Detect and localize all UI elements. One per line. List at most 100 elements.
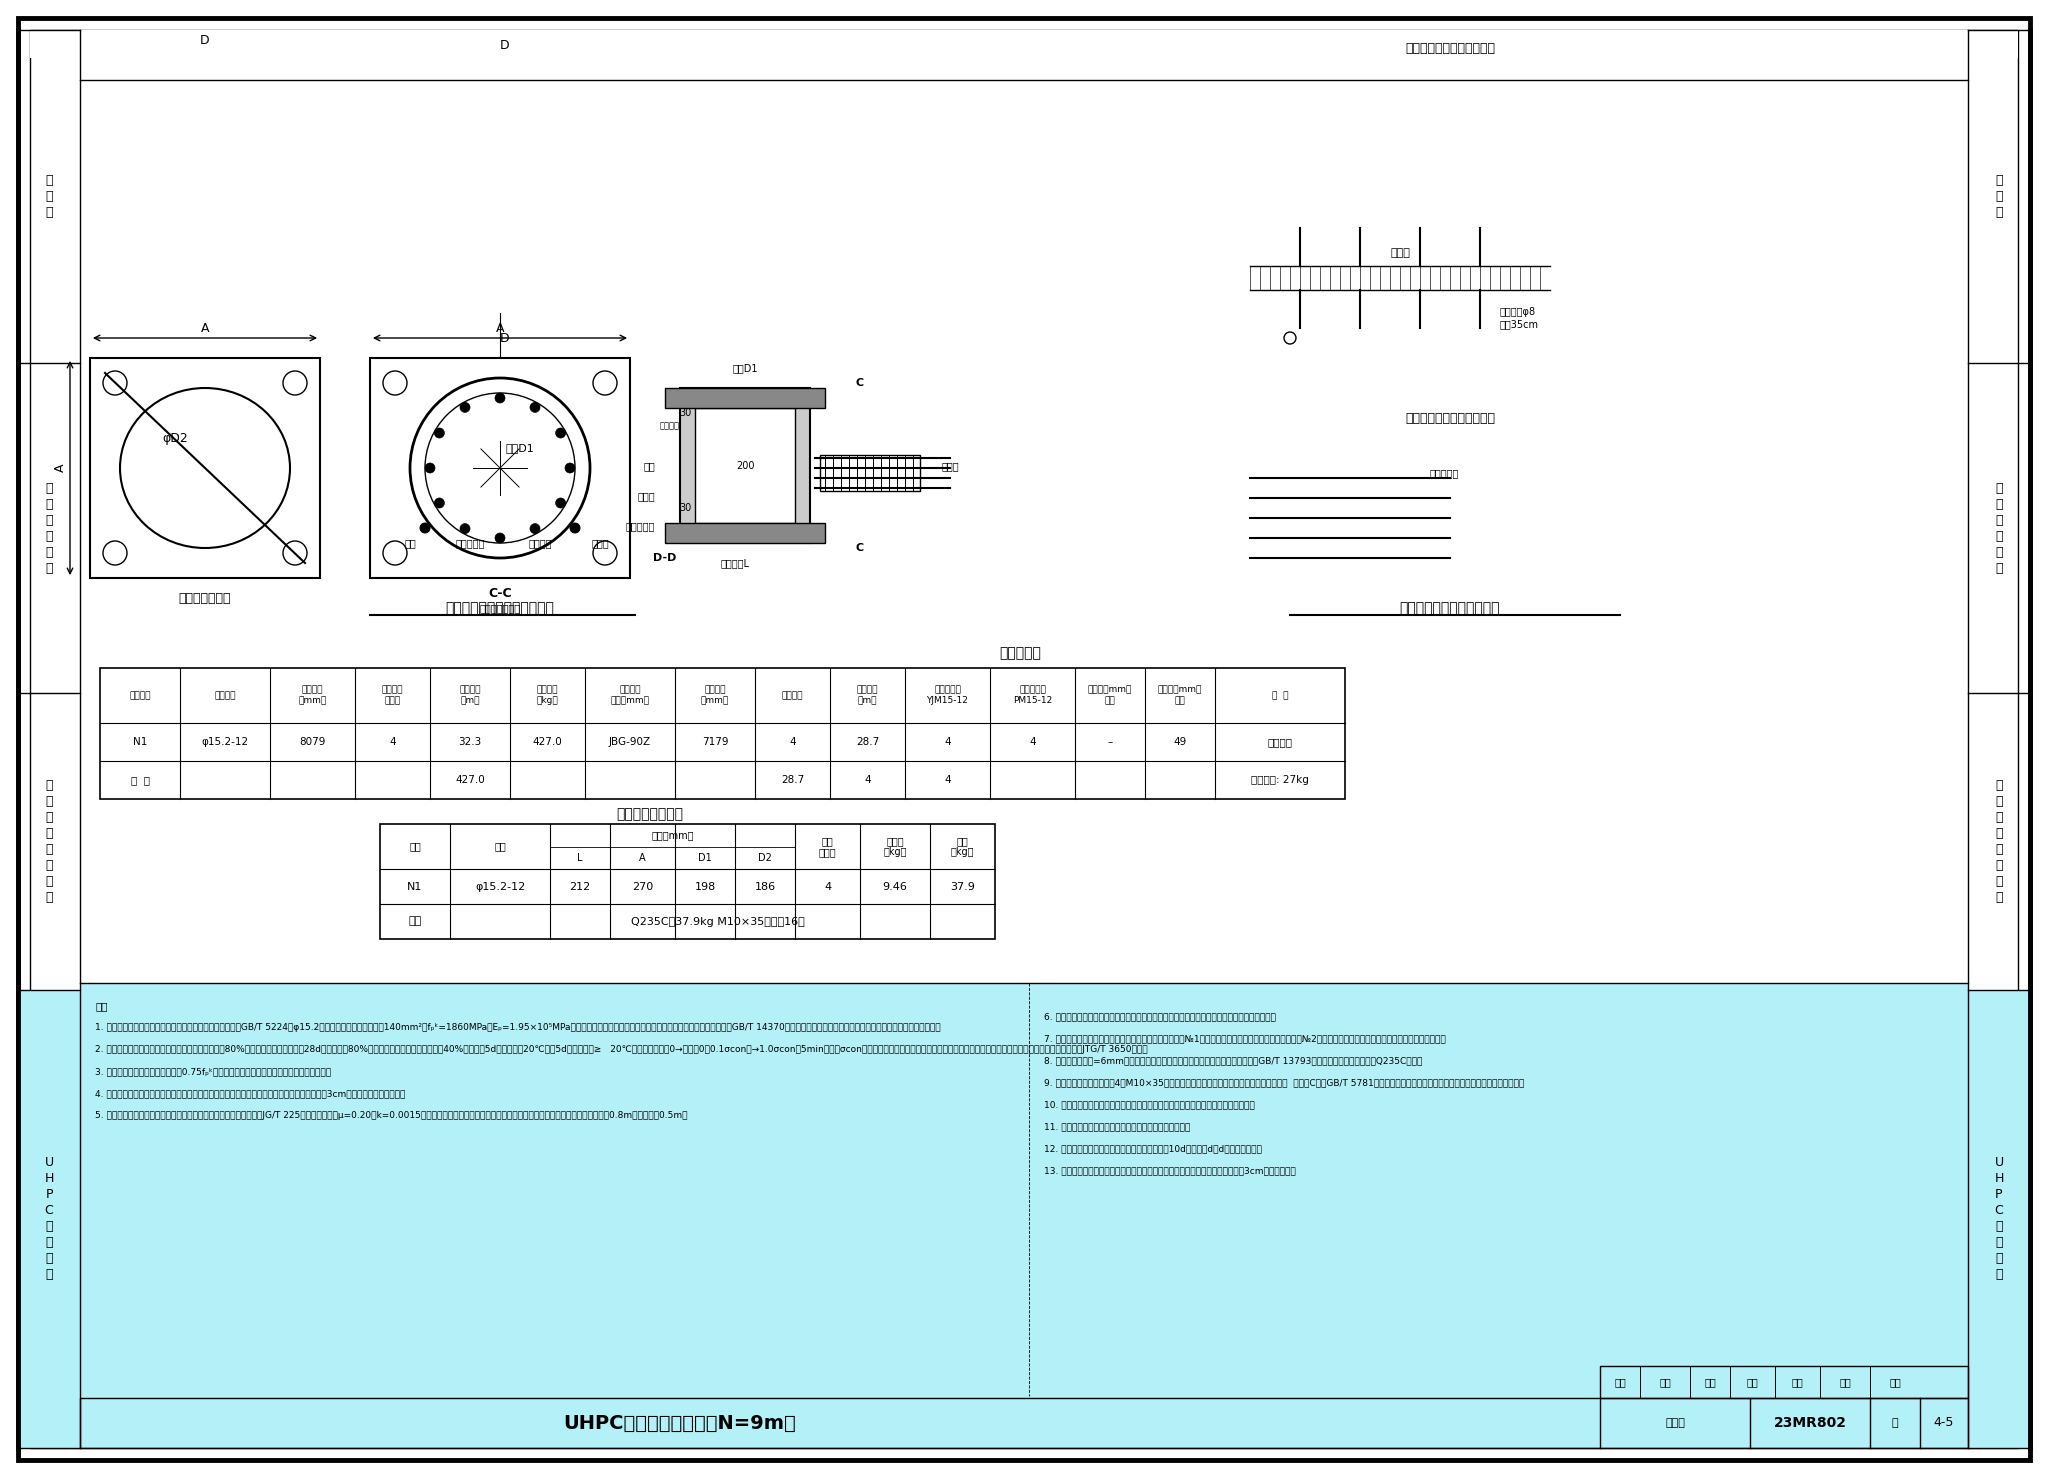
- Text: 单件重
（kg）: 单件重 （kg）: [883, 835, 907, 857]
- Text: 校对: 校对: [1704, 1377, 1716, 1386]
- Text: 4: 4: [944, 774, 950, 785]
- Text: 186: 186: [754, 881, 776, 891]
- Circle shape: [461, 402, 469, 412]
- Text: 30: 30: [678, 503, 690, 513]
- Text: 型号: 型号: [494, 841, 506, 851]
- Circle shape: [434, 498, 444, 508]
- Text: D: D: [500, 38, 510, 52]
- Text: 黄虹: 黄虹: [1659, 1377, 1671, 1386]
- Text: A: A: [639, 853, 645, 863]
- Text: U
H
P
C
连
接
桥
墩: U H P C 连 接 桥 墩: [45, 1156, 53, 1281]
- Text: 套
筒
连
接
桥
墩: 套 筒 连 接 桥 墩: [1995, 482, 2003, 575]
- Text: 4: 4: [1030, 738, 1036, 746]
- Text: 钢束数量
（束）: 钢束数量 （束）: [381, 686, 403, 705]
- Text: 锚具（套）
PM15-12: 锚具（套） PM15-12: [1014, 686, 1053, 705]
- Text: 波
纹
钢
管
连
接
桥
墩: 波 纹 钢 管 连 接 桥 墩: [1995, 779, 2003, 905]
- Text: 引伸量（mm）
右端: 引伸量（mm） 右端: [1157, 686, 1202, 705]
- Text: D-D: D-D: [653, 553, 676, 563]
- Text: 2. 锂应力张拉时：混凝土强度不低于设计强度等级的80%，弹性模量不低于混凝土28d弹性模量的80%，采用混凝土代替弹性模量控制40%不应少于5d（日平均汱20: 2. 锂应力张拉时：混凝土强度不低于设计强度等级的80%，弹性模量不低于混凝土2…: [94, 1045, 1147, 1054]
- Text: L: L: [578, 853, 584, 863]
- Text: D: D: [201, 34, 209, 46]
- Text: 钢束编号: 钢束编号: [129, 692, 152, 701]
- Text: 数量
（个）: 数量 （个）: [819, 835, 836, 857]
- Text: A: A: [201, 322, 209, 334]
- Text: 5. 锂应力管道采用符合现行行业标准《锂应力混凝土用金属波纹管》JG/T 225的金属波纹管（μ=0.20，k=0.0015），锂应力管道布置时，应按规范要求布: 5. 锂应力管道采用符合现行行业标准《锂应力混凝土用金属波纹管》JG/T 225…: [94, 1111, 688, 1120]
- Text: 8079: 8079: [299, 738, 326, 746]
- Text: 锂套筒座板大样: 锂套筒座板大样: [178, 591, 231, 605]
- Text: 9.46: 9.46: [883, 881, 907, 891]
- Text: D2: D2: [758, 853, 772, 863]
- Text: 4: 4: [389, 738, 395, 746]
- Text: 赵鹏: 赵鹏: [1888, 1377, 1901, 1386]
- Text: 主任: 主任: [1792, 1377, 1804, 1386]
- Bar: [90, 358, 319, 578]
- Bar: [381, 825, 995, 939]
- Text: 套
筒
连
接
桥
墩: 套 筒 连 接 桥 墩: [45, 482, 53, 575]
- Text: 与套筒焊接盖梁锢筋大样图: 与套筒焊接盖梁锢筋大样图: [1405, 411, 1495, 424]
- Circle shape: [420, 523, 430, 534]
- Text: 波
纹
钢
管
连
接
桥
墩: 波 纹 钢 管 连 接 桥 墩: [45, 779, 53, 905]
- Text: 结构边线: 结构边线: [659, 421, 680, 430]
- Bar: [819, 455, 920, 491]
- Text: 总重
（kg）: 总重 （kg）: [950, 835, 975, 857]
- Text: 7. 盖梁锢给分两批张拉：在盖梁榔筑完成后，张拉第一批№1锢给线，在小筱桢武装完成后，张拉第二批№2锢给线，同一编号的锢束张拉由中心向两侧依次进行。: 7. 盖梁锢给分两批张拉：在盖梁榔筑完成后，张拉第一批№1锢给线，在小筱桢武装完…: [1044, 1035, 1446, 1043]
- Text: 30: 30: [678, 408, 690, 418]
- Text: 与套筒焊接盖梁锢筋大样图: 与套筒焊接盖梁锢筋大样图: [1399, 602, 1501, 615]
- Bar: [1968, 990, 2030, 1448]
- Text: 4: 4: [944, 738, 950, 746]
- Text: （钢绞线未示）: （钢绞线未示）: [479, 603, 520, 613]
- Text: 10. 套筒与座板间能因加工无法完全密合，可适当调整螺栋位置，但应保证螺栋对齐。: 10. 套筒与座板间能因加工无法完全密合，可适当调整螺栋位置，但应保证螺栋对齐。: [1044, 1100, 1255, 1108]
- Text: 270: 270: [633, 881, 653, 891]
- Text: 编号: 编号: [410, 841, 422, 851]
- Text: 定位钢筋: 27kg: 定位钢筋: 27kg: [1251, 774, 1309, 785]
- Text: 钢束总长
（m）: 钢束总长 （m）: [459, 686, 481, 705]
- Bar: [694, 408, 795, 523]
- Text: 与套筒焊接: 与套筒焊接: [1430, 469, 1460, 477]
- Text: 外径D1: 外径D1: [733, 364, 758, 372]
- Text: 9. 套筒底板与座板之间采用4个M10×35的螺栋连接，螺栋应符合现行国家标准《六角头螺栋  全螺纹C级》GB/T 5781要求，连接前应先在座板上打孔并在套筒: 9. 套筒底板与座板之间采用4个M10×35的螺栋连接，螺栋应符合现行国家标准《…: [1044, 1077, 1524, 1086]
- Text: 深埋锡锁具、套筒及座板构造: 深埋锡锁具、套筒及座板构造: [446, 602, 555, 615]
- Text: C-C: C-C: [487, 587, 512, 600]
- Text: 4: 4: [823, 881, 831, 891]
- Text: 212: 212: [569, 881, 590, 891]
- Text: 螺栓: 螺栓: [643, 461, 655, 471]
- Circle shape: [496, 393, 506, 403]
- Text: 钢束长度
（mm）: 钢束长度 （mm）: [299, 686, 326, 705]
- Text: 注：: 注：: [94, 1001, 106, 1011]
- Text: 套筒长度L: 套筒长度L: [721, 559, 750, 568]
- Text: 32.3: 32.3: [459, 738, 481, 746]
- Text: 钢束总重
（kg）: 钢束总重 （kg）: [537, 686, 559, 705]
- Text: 管道长度
（mm）: 管道长度 （mm）: [700, 686, 729, 705]
- Circle shape: [426, 463, 434, 473]
- Bar: [100, 668, 1346, 800]
- Text: 设计: 设计: [1839, 1377, 1851, 1386]
- Bar: [31, 30, 2017, 58]
- Text: 预应力锢束定位锢筋示意图: 预应力锢束定位锢筋示意图: [1405, 41, 1495, 55]
- Text: 6. 浇筑混凝土时应注意保护锂应力管道畅通，锂应力张拉完后，锂应力管道内应及时真空压浆；: 6. 浇筑混凝土时应注意保护锂应力管道畅通，锂应力张拉完后，锂应力管道内应及时真…: [1044, 1012, 1276, 1021]
- Text: 198: 198: [694, 881, 715, 891]
- Text: 管道总长
（m）: 管道总长 （m）: [856, 686, 879, 705]
- Text: 审核: 审核: [1614, 1377, 1626, 1386]
- Text: 7179: 7179: [702, 738, 729, 746]
- Text: 套筒底板: 套筒底板: [528, 538, 551, 548]
- Text: 小
箱
梁: 小 箱 梁: [1995, 174, 2003, 219]
- Text: 波纹管: 波纹管: [1391, 248, 1409, 259]
- Text: 1. 锂应力锢束采用符合国家标准《锂应力混凝土用锢给线》GB/T 5224的φ15.2级给锢给线，每股公称面积140mm²，fₚᵏ=1860MPa，Eₚ=1.9: 1. 锂应力锢束采用符合国家标准《锂应力混凝土用锢给线》GB/T 5224的φ1…: [94, 1023, 940, 1032]
- Text: 427.0: 427.0: [455, 774, 485, 785]
- Text: 23MR802: 23MR802: [1774, 1416, 1847, 1431]
- Bar: [80, 983, 1968, 1448]
- Circle shape: [555, 498, 565, 508]
- Circle shape: [569, 523, 580, 534]
- Circle shape: [565, 463, 575, 473]
- Text: 参数（mm）: 参数（mm）: [651, 831, 694, 841]
- Text: C: C: [856, 378, 864, 389]
- Text: 11. 浇筑混凝土前应封堵套筒，防止混凝土进入套筒内部；: 11. 浇筑混凝土前应封堵套筒，防止混凝土进入套筒内部；: [1044, 1122, 1190, 1131]
- Text: 定位钢筋φ8
均长35cm: 定位钢筋φ8 均长35cm: [1499, 307, 1538, 328]
- Text: 灌浆孔: 灌浆孔: [592, 538, 608, 548]
- Text: Q235C：37.9kg M10×35螺栋：16个: Q235C：37.9kg M10×35螺栋：16个: [631, 916, 805, 927]
- Text: 备  注: 备 注: [1272, 692, 1288, 701]
- Text: 4: 4: [864, 774, 870, 785]
- Text: 锚具安装孔: 锚具安装孔: [455, 538, 485, 548]
- Text: 钢套筒: 钢套筒: [942, 461, 958, 471]
- Text: U
H
P
C
连
接
桥
墩: U H P C 连 接 桥 墩: [1995, 1156, 2003, 1281]
